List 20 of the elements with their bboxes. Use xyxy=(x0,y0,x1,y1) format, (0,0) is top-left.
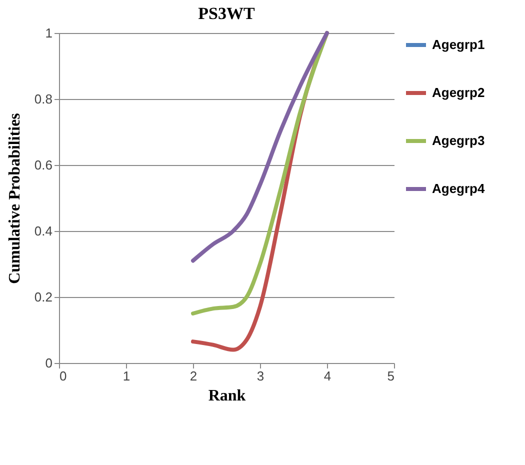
x-tick-label: 3 xyxy=(256,368,264,384)
y-tick-label: 1 xyxy=(45,26,52,40)
x-tick-label: 0 xyxy=(60,368,67,384)
y-tick-label: 0.4 xyxy=(34,224,52,238)
chart-title: PS3WT xyxy=(198,4,256,23)
legend-label: Agegrp1 xyxy=(432,37,485,52)
x-tick-label: 2 xyxy=(190,368,198,384)
y-tick-label: 0.8 xyxy=(34,92,52,106)
legend-label: Agegrp4 xyxy=(432,181,486,196)
y-tick-label: 0.6 xyxy=(34,158,52,172)
line-series xyxy=(191,31,329,263)
y-tick-label: 0 xyxy=(45,356,52,370)
x-tick-label: 1 xyxy=(122,368,130,384)
y-axis-title: Cumulative Probabilities xyxy=(6,113,24,284)
x-tick-label: 5 xyxy=(387,368,394,384)
x-tick-label: 4 xyxy=(324,368,332,384)
x-axis-title: Rank xyxy=(208,388,246,404)
y-tick-label: 0.2 xyxy=(34,290,52,304)
legend-label: Agegrp3 xyxy=(432,133,485,148)
legend-label: Agegrp2 xyxy=(432,85,485,100)
